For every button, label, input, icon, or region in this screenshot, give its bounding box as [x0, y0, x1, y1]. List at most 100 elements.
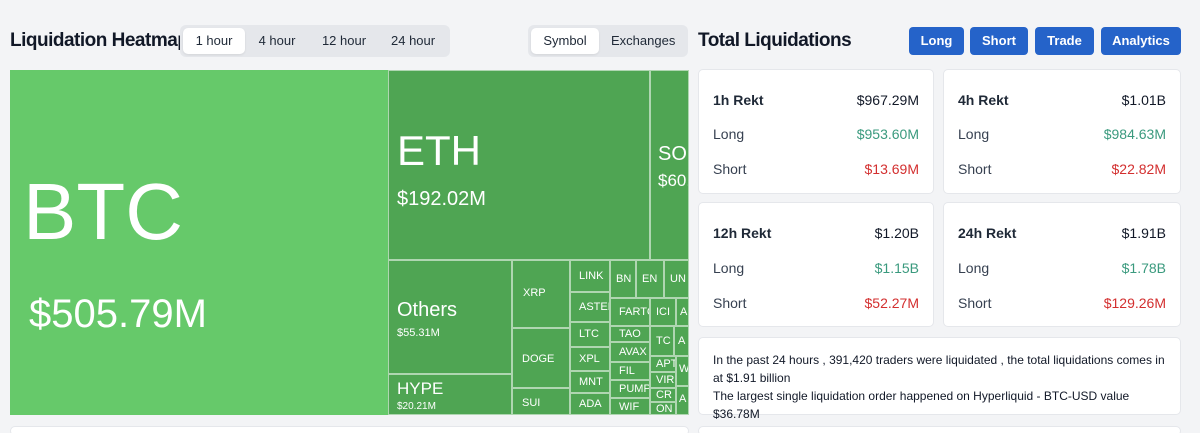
- rekt-card-12h: 12h Rekt $1.20B Long $1.15B Short $52.27M: [698, 202, 934, 327]
- bottom-panel-right: [698, 426, 1181, 433]
- cell-symbol: VIR: [656, 374, 675, 386]
- heatmap-cell-tao[interactable]: TAO: [610, 326, 650, 342]
- cell-symbol: A: [679, 393, 687, 405]
- heatmap-cell-un[interactable]: UN: [664, 260, 689, 298]
- card-total: $1.20B: [874, 225, 919, 241]
- rekt-card-24h: 24h Rekt $1.91B Long $1.78B Short $129.26M: [943, 202, 1181, 327]
- heatmap-cell-ada[interactable]: ADA: [570, 393, 610, 415]
- heatmap-cell-hype[interactable]: HYPE $20.21M: [388, 374, 512, 415]
- heatmap-cell-avax[interactable]: AVAX: [610, 342, 650, 362]
- heatmap-title: Liquidation Heatmap: [10, 30, 189, 51]
- long-button[interactable]: Long: [909, 27, 964, 55]
- heatmap-cell-pump[interactable]: PUMP: [610, 380, 650, 398]
- long-label: Long: [713, 126, 745, 142]
- long-value: $1.15B: [874, 260, 919, 276]
- rekt-card-1h: 1h Rekt $967.29M Long $953.60M Short $13.69…: [698, 69, 934, 194]
- tab-24-hour[interactable]: 24 hour: [391, 33, 436, 48]
- heatmap-cell-bn[interactable]: BN: [610, 260, 636, 298]
- heatmap-cell-w[interactable]: W: [676, 356, 689, 386]
- heatmap-cell-en[interactable]: EN: [636, 260, 664, 298]
- heatmap-cell-aster[interactable]: ASTER: [570, 292, 610, 322]
- heatmap-cell-apt[interactable]: APT: [650, 356, 676, 372]
- card-label: 12h Rekt: [713, 225, 772, 241]
- cell-value: $55.31M: [397, 327, 440, 339]
- tab-1-hour[interactable]: 1 hour: [183, 28, 245, 54]
- heatmap-cell-cr[interactable]: CR: [650, 388, 676, 402]
- cell-symbol: A: [678, 335, 686, 347]
- cell-symbol: XPL: [579, 353, 600, 365]
- card-label: 24h Rekt: [958, 225, 1017, 241]
- view-mode-tabs: Symbol Exchanges: [528, 25, 688, 57]
- card-total: $1.01B: [1121, 92, 1166, 108]
- heatmap-cell-mnt[interactable]: MNT: [570, 371, 610, 393]
- heatmap-cell-a1[interactable]: AI: [676, 298, 689, 326]
- cell-symbol: SOL: [658, 143, 688, 165]
- heatmap-cell-ic[interactable]: ICI: [650, 298, 676, 326]
- cell-symbol: TAO: [619, 328, 641, 340]
- cell-symbol: LTC: [579, 328, 599, 340]
- short-value: $129.26M: [1103, 295, 1166, 311]
- heatmap-cell-sui[interactable]: SUI: [512, 388, 570, 415]
- heatmap-cell-xpl[interactable]: XPL: [570, 347, 610, 371]
- cell-symbol: ICI: [656, 306, 671, 318]
- cell-value: $505.79M: [29, 292, 207, 336]
- cell-symbol: PUMP: [619, 383, 650, 395]
- heatmap-cell-link[interactable]: LINK: [570, 260, 610, 292]
- heatmap-cell-doge[interactable]: DOGE: [512, 328, 570, 388]
- long-value: $953.60M: [856, 126, 919, 142]
- cell-symbol: CR: [656, 389, 672, 401]
- liquidation-summary: In the past 24 hours , 391,420 traders w…: [698, 337, 1181, 421]
- card-total: $967.29M: [856, 92, 919, 108]
- cell-value: $60.: [658, 171, 689, 190]
- short-value: $13.69M: [864, 161, 919, 177]
- bottom-panel-left: [10, 426, 689, 433]
- cell-symbol: FIL: [619, 365, 635, 377]
- cell-value: $192.02M: [397, 188, 486, 210]
- card-label: 4h Rekt: [958, 92, 1009, 108]
- tab-12-hour[interactable]: 12 hour: [321, 33, 367, 48]
- short-button[interactable]: Short: [970, 27, 1028, 55]
- cell-symbol: FARTC: [619, 306, 649, 318]
- liquidation-heatmap: BTC $505.79M ETH $192.02M SOL $60. Other…: [10, 70, 689, 415]
- heatmap-cell-xrp[interactable]: XRP: [512, 260, 570, 328]
- cell-symbol: Others: [397, 299, 458, 321]
- short-value: $22.82M: [1111, 161, 1166, 177]
- heatmap-cell-on[interactable]: ON: [650, 402, 676, 415]
- tab-4-hour[interactable]: 4 hour: [258, 33, 296, 48]
- heatmap-cell-fil[interactable]: FIL: [610, 362, 650, 380]
- heatmap-cell-sol[interactable]: SOL $60.: [650, 70, 689, 260]
- cell-symbol: BN: [616, 273, 632, 285]
- heatmap-cell-eth[interactable]: ETH $192.02M: [388, 70, 650, 260]
- tab-symbol[interactable]: Symbol: [531, 28, 599, 54]
- cell-symbol: MNT: [579, 376, 603, 388]
- heatmap-cell-btc[interactable]: BTC $505.79M: [10, 70, 388, 415]
- rekt-card-4h: 4h Rekt $1.01B Long $984.63M Short $22.82M: [943, 69, 1181, 194]
- summary-line-24h: In the past 24 hours , 391,420 traders w…: [713, 353, 1165, 385]
- cell-symbol: AI: [680, 306, 688, 318]
- cell-symbol: ADA: [579, 398, 602, 410]
- cell-symbol: ON: [656, 403, 673, 415]
- trade-button[interactable]: Trade: [1035, 27, 1094, 55]
- heatmap-cell-vir[interactable]: VIR: [650, 372, 676, 388]
- heatmap-cell-a3[interactable]: A: [676, 386, 689, 415]
- heatmap-cell-wif[interactable]: WIF: [610, 398, 650, 415]
- cell-symbol: AVAX: [619, 346, 647, 358]
- long-label: Long: [713, 260, 745, 276]
- heatmap-cell-others[interactable]: Others $55.31M: [388, 260, 512, 374]
- short-label: Short: [713, 161, 747, 177]
- short-value: $52.27M: [864, 295, 919, 311]
- heatmap-cell-ltc[interactable]: LTC: [570, 322, 610, 347]
- cell-symbol: XRP: [523, 287, 546, 299]
- cell-symbol: EN: [642, 273, 658, 285]
- cell-symbol: TC: [656, 335, 671, 347]
- analytics-button[interactable]: Analytics: [1101, 27, 1181, 55]
- cell-symbol: DOGE: [522, 353, 555, 365]
- tab-exchanges[interactable]: Exchanges: [611, 33, 676, 48]
- time-range-tabs: 1 hour 4 hour 12 hour 24 hour: [180, 25, 450, 57]
- long-value: $984.63M: [1103, 126, 1166, 142]
- card-label: 1h Rekt: [713, 92, 764, 108]
- heatmap-cell-a2[interactable]: A: [674, 326, 689, 356]
- heatmap-cell-fartc[interactable]: FARTC: [610, 298, 650, 326]
- heatmap-cell-tc[interactable]: TC: [650, 326, 674, 356]
- cell-symbol: ASTER: [579, 301, 609, 313]
